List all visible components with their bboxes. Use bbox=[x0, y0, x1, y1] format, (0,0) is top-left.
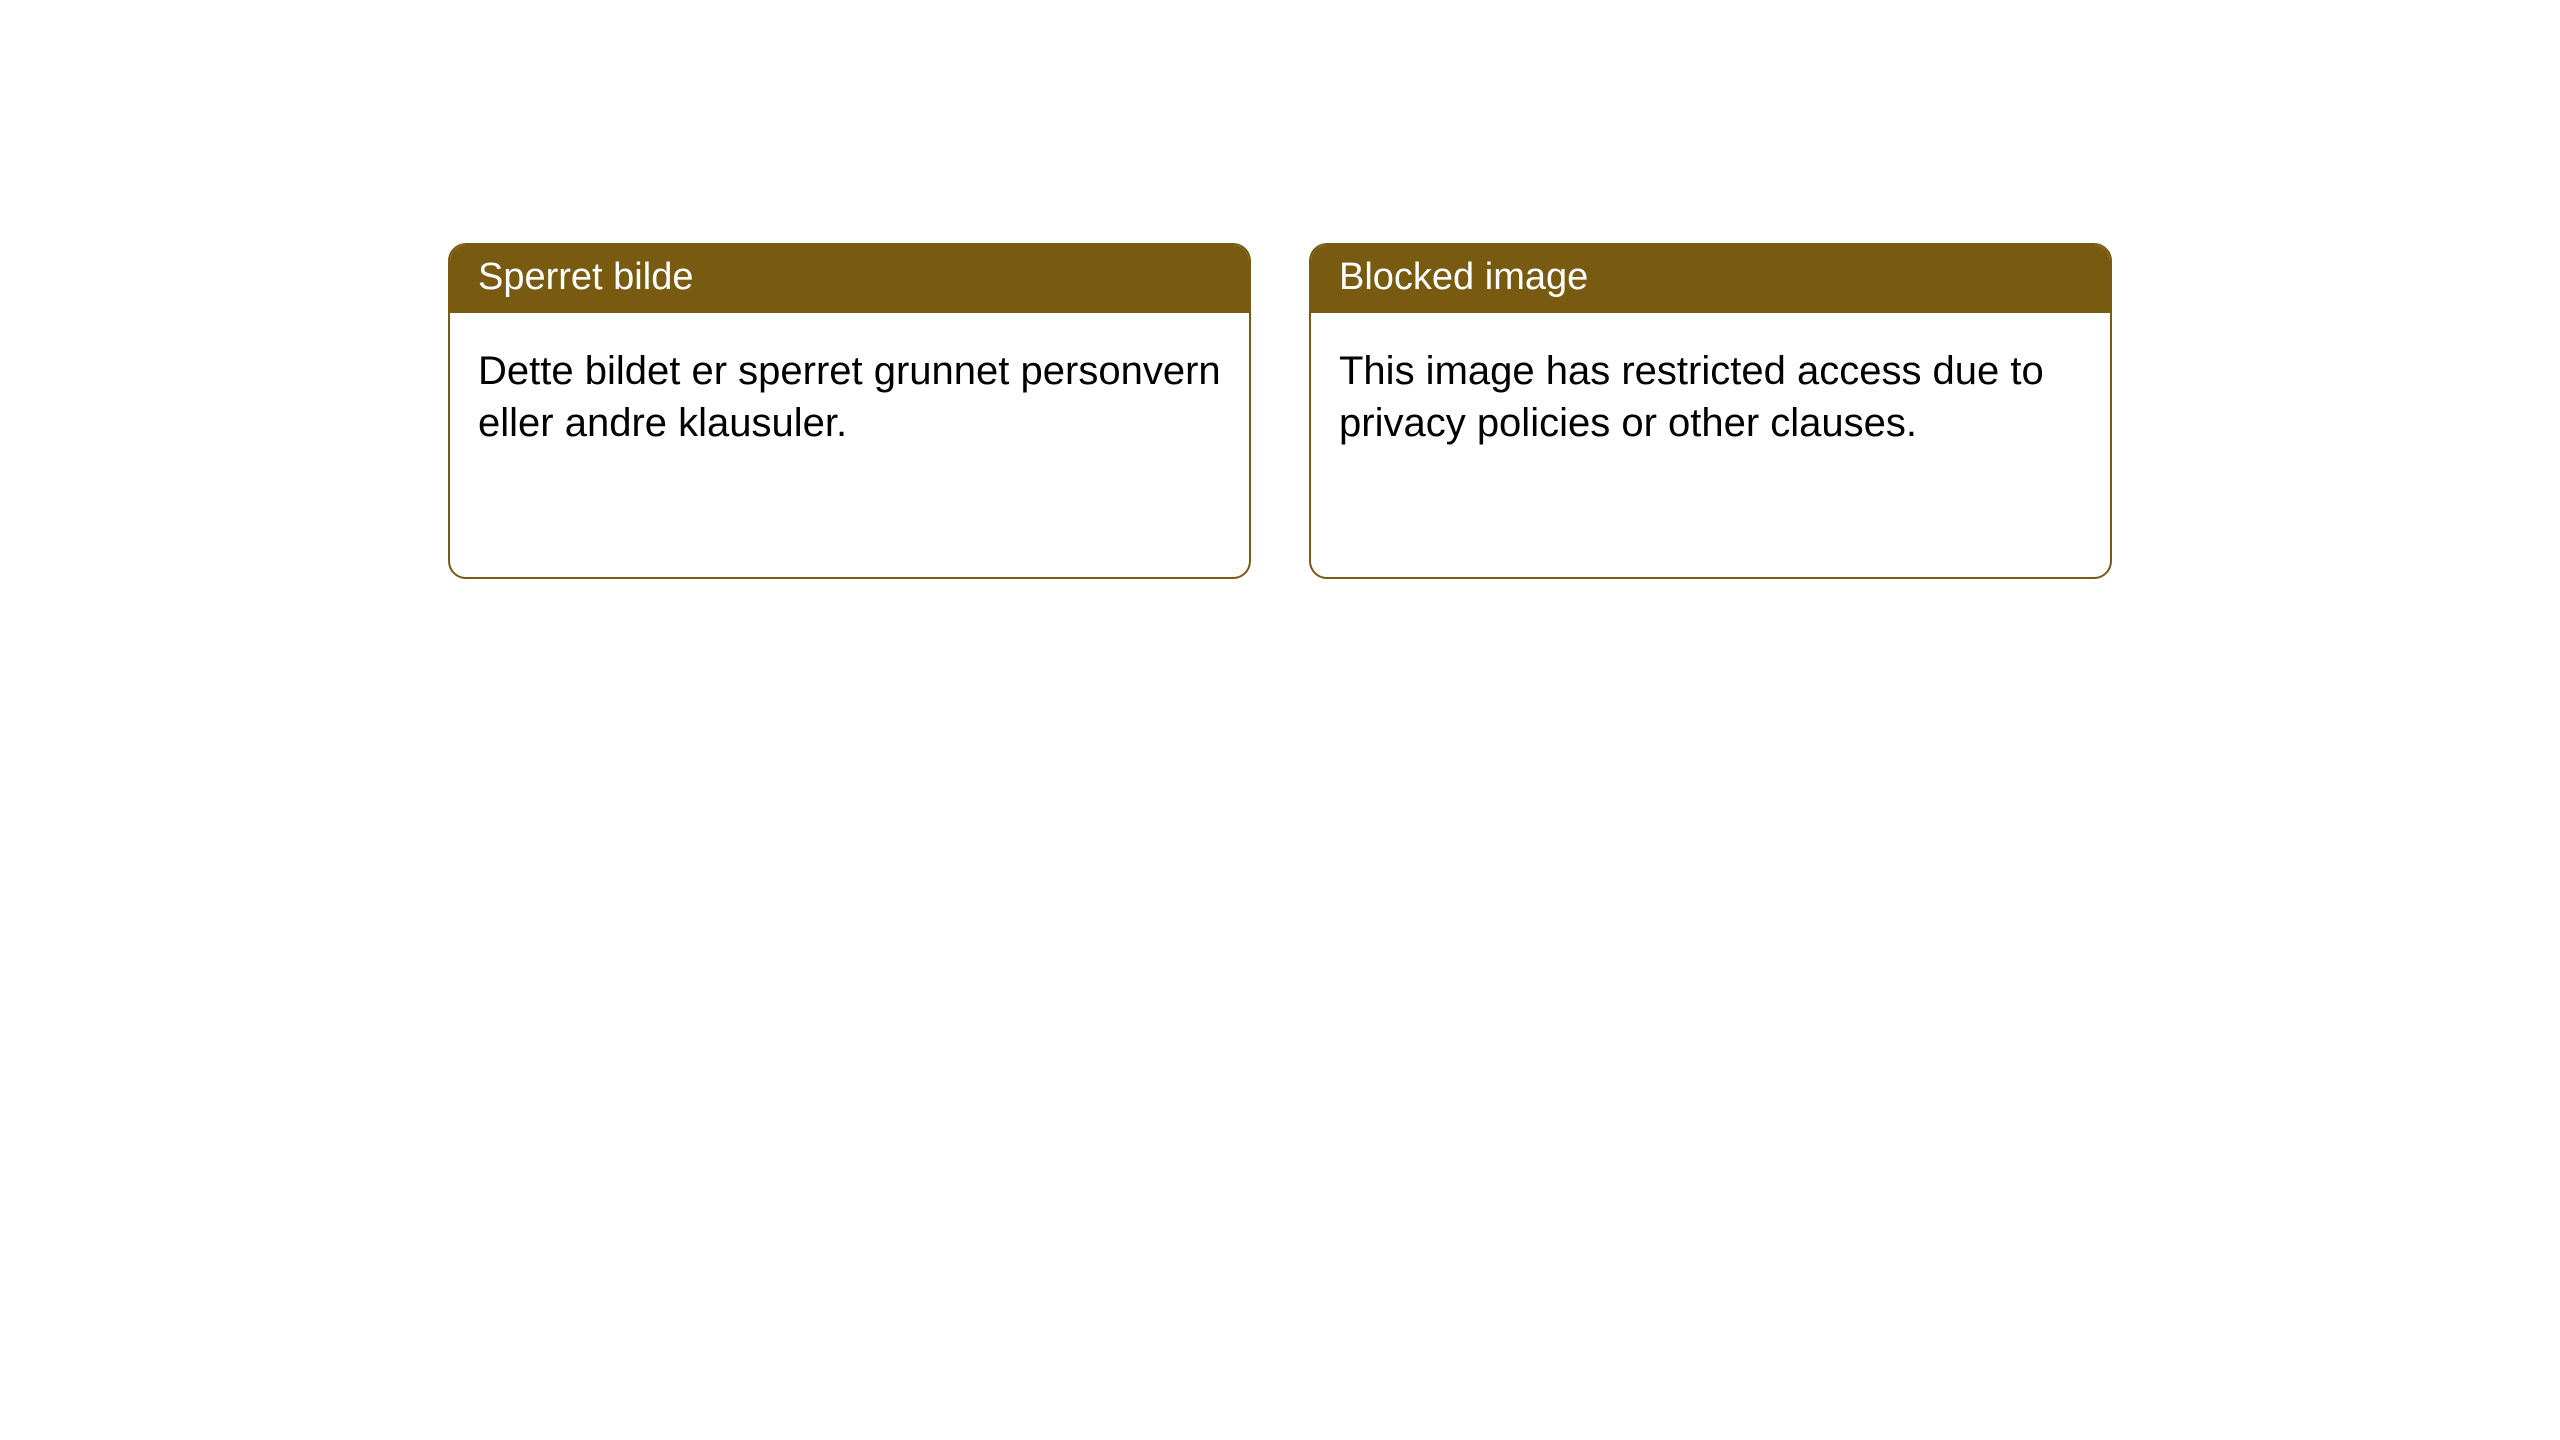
notice-card-english: Blocked image This image has restricted … bbox=[1309, 243, 2112, 579]
notice-header: Sperret bilde bbox=[450, 245, 1249, 313]
notice-body: Dette bildet er sperret grunnet personve… bbox=[450, 313, 1249, 481]
notice-card-norwegian: Sperret bilde Dette bildet er sperret gr… bbox=[448, 243, 1251, 579]
notice-container: Sperret bilde Dette bildet er sperret gr… bbox=[0, 0, 2560, 579]
notice-header: Blocked image bbox=[1311, 245, 2110, 313]
notice-body: This image has restricted access due to … bbox=[1311, 313, 2110, 481]
